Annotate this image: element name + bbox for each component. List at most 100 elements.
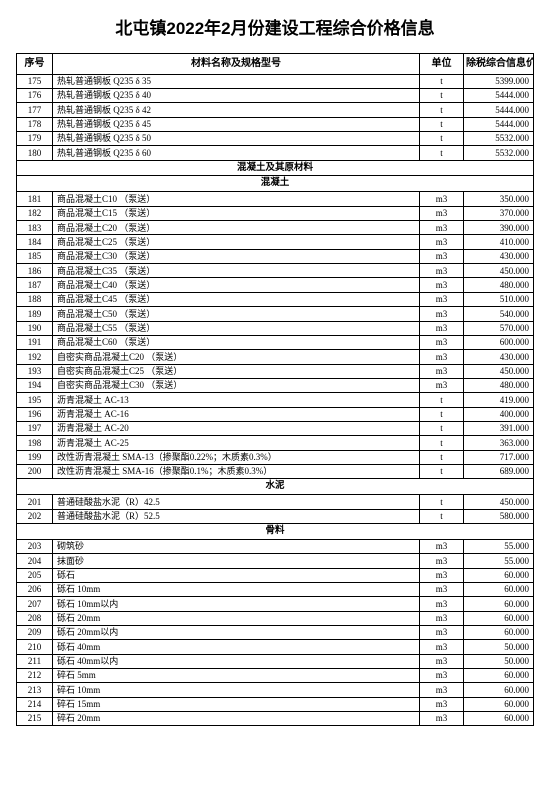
- cell-unit: t: [420, 117, 464, 131]
- cell-unit: m3: [420, 640, 464, 654]
- cell-name: 热轧普通钢板 Q235 δ 60: [53, 146, 420, 160]
- cell-name: 改性沥青混凝土 SMA-13（掺聚酯0.22%；木质素0.3%）: [53, 450, 420, 464]
- table-row: 175热轧普通钢板 Q235 δ 35t5399.000: [17, 74, 534, 88]
- cell-unit: t: [420, 393, 464, 407]
- table-row: 208砾石 20mmm360.000: [17, 611, 534, 625]
- cell-seq: 202: [17, 509, 53, 523]
- cell-seq: 189: [17, 307, 53, 321]
- cell-price: 55.000: [464, 554, 534, 568]
- table-row: 209砾石 20mm以内m360.000: [17, 625, 534, 639]
- cell-name: 自密实商品混凝土C25 （泵送）: [53, 364, 420, 378]
- table-row: 177热轧普通钢板 Q235 δ 42t5444.000: [17, 103, 534, 117]
- table-row: 212碎石 5mmm360.000: [17, 668, 534, 682]
- table-row: 203砌筑砂m355.000: [17, 539, 534, 553]
- table-row: 205砾石m360.000: [17, 568, 534, 582]
- cell-unit: m3: [420, 568, 464, 582]
- cell-name: 商品混凝土C55 （泵送）: [53, 321, 420, 335]
- table-row: 189商品混凝土C50 （泵送）m3540.000: [17, 307, 534, 321]
- cell-price: 430.000: [464, 350, 534, 364]
- cell-price: 5532.000: [464, 146, 534, 160]
- page-title: 北屯镇2022年2月份建设工程综合价格信息: [16, 14, 534, 39]
- cell-unit: m3: [420, 321, 464, 335]
- cell-price: 450.000: [464, 495, 534, 509]
- cell-name: 商品混凝土C40 （泵送）: [53, 278, 420, 292]
- cell-unit: m3: [420, 249, 464, 263]
- cell-name: 热轧普通钢板 Q235 δ 50: [53, 131, 420, 145]
- cell-seq: 190: [17, 321, 53, 335]
- cell-unit: m3: [420, 335, 464, 349]
- cell-unit: m3: [420, 350, 464, 364]
- cell-name: 普通硅酸盐水泥（R）52.5: [53, 509, 420, 523]
- cell-name: 普通硅酸盐水泥（R）42.5: [53, 495, 420, 509]
- cell-seq: 193: [17, 364, 53, 378]
- cell-seq: 198: [17, 436, 53, 450]
- section-row: 混凝土: [17, 176, 534, 192]
- cell-unit: m3: [420, 235, 464, 249]
- table-row: 191商品混凝土C60 （泵送）m3600.000: [17, 335, 534, 349]
- table-row: 198沥青混凝土 AC-25t363.000: [17, 436, 534, 450]
- col-name: 材料名称及规格型号: [53, 54, 420, 75]
- cell-price: 400.000: [464, 407, 534, 421]
- cell-price: 60.000: [464, 597, 534, 611]
- cell-name: 碎石 10mm: [53, 683, 420, 697]
- cell-seq: 185: [17, 249, 53, 263]
- price-table: 序号 材料名称及规格型号 单位 除税综合信息价 175热轧普通钢板 Q235 δ…: [16, 53, 534, 726]
- cell-unit: t: [420, 421, 464, 435]
- cell-unit: t: [420, 131, 464, 145]
- cell-price: 5444.000: [464, 117, 534, 131]
- cell-unit: m3: [420, 597, 464, 611]
- cell-seq: 205: [17, 568, 53, 582]
- section-label: 骨料: [17, 523, 534, 539]
- table-row: 186商品混凝土C35 （泵送）m3450.000: [17, 264, 534, 278]
- cell-seq: 215: [17, 711, 53, 725]
- table-row: 213碎石 10mmm360.000: [17, 683, 534, 697]
- cell-name: 砾石 10mm以内: [53, 597, 420, 611]
- cell-seq: 209: [17, 625, 53, 639]
- table-row: 214碎石 15mmm360.000: [17, 697, 534, 711]
- cell-unit: m3: [420, 611, 464, 625]
- cell-seq: 196: [17, 407, 53, 421]
- cell-price: 55.000: [464, 539, 534, 553]
- cell-name: 沥青混凝土 AC-25: [53, 436, 420, 450]
- cell-unit: m3: [420, 292, 464, 306]
- cell-name: 砾石 20mm以内: [53, 625, 420, 639]
- cell-price: 50.000: [464, 654, 534, 668]
- cell-price: 410.000: [464, 235, 534, 249]
- table-row: 178热轧普通钢板 Q235 δ 45t5444.000: [17, 117, 534, 131]
- cell-price: 600.000: [464, 335, 534, 349]
- cell-seq: 178: [17, 117, 53, 131]
- cell-seq: 208: [17, 611, 53, 625]
- col-unit: 单位: [420, 54, 464, 75]
- cell-unit: m3: [420, 697, 464, 711]
- cell-name: 自密实商品混凝土C20 （泵送）: [53, 350, 420, 364]
- section-label: 水泥: [17, 479, 534, 495]
- table-row: 193自密实商品混凝土C25 （泵送）m3450.000: [17, 364, 534, 378]
- table-row: 199改性沥青混凝土 SMA-13（掺聚酯0.22%；木质素0.3%）t717.…: [17, 450, 534, 464]
- table-row: 200改性沥青混凝土 SMA-16（掺聚酯0.1%；木质素0.3%）t689.0…: [17, 464, 534, 478]
- cell-seq: 195: [17, 393, 53, 407]
- cell-price: 60.000: [464, 668, 534, 682]
- cell-name: 热轧普通钢板 Q235 δ 45: [53, 117, 420, 131]
- table-row: 176热轧普通钢板 Q235 δ 40t5444.000: [17, 88, 534, 102]
- cell-price: 350.000: [464, 192, 534, 206]
- cell-seq: 203: [17, 539, 53, 553]
- cell-unit: m3: [420, 625, 464, 639]
- cell-name: 商品混凝土C25 （泵送）: [53, 235, 420, 249]
- cell-price: 717.000: [464, 450, 534, 464]
- cell-price: 370.000: [464, 206, 534, 220]
- cell-unit: m3: [420, 278, 464, 292]
- cell-unit: m3: [420, 378, 464, 392]
- cell-seq: 206: [17, 582, 53, 596]
- cell-name: 热轧普通钢板 Q235 δ 42: [53, 103, 420, 117]
- cell-seq: 210: [17, 640, 53, 654]
- cell-name: 商品混凝土C30 （泵送）: [53, 249, 420, 263]
- table-row: 211砾石 40mm以内m350.000: [17, 654, 534, 668]
- table-header-row: 序号 材料名称及规格型号 单位 除税综合信息价: [17, 54, 534, 75]
- cell-seq: 200: [17, 464, 53, 478]
- table-row: 184商品混凝土C25 （泵送）m3410.000: [17, 235, 534, 249]
- cell-price: 391.000: [464, 421, 534, 435]
- cell-price: 60.000: [464, 582, 534, 596]
- cell-unit: m3: [420, 307, 464, 321]
- cell-name: 沥青混凝土 AC-20: [53, 421, 420, 435]
- cell-price: 450.000: [464, 364, 534, 378]
